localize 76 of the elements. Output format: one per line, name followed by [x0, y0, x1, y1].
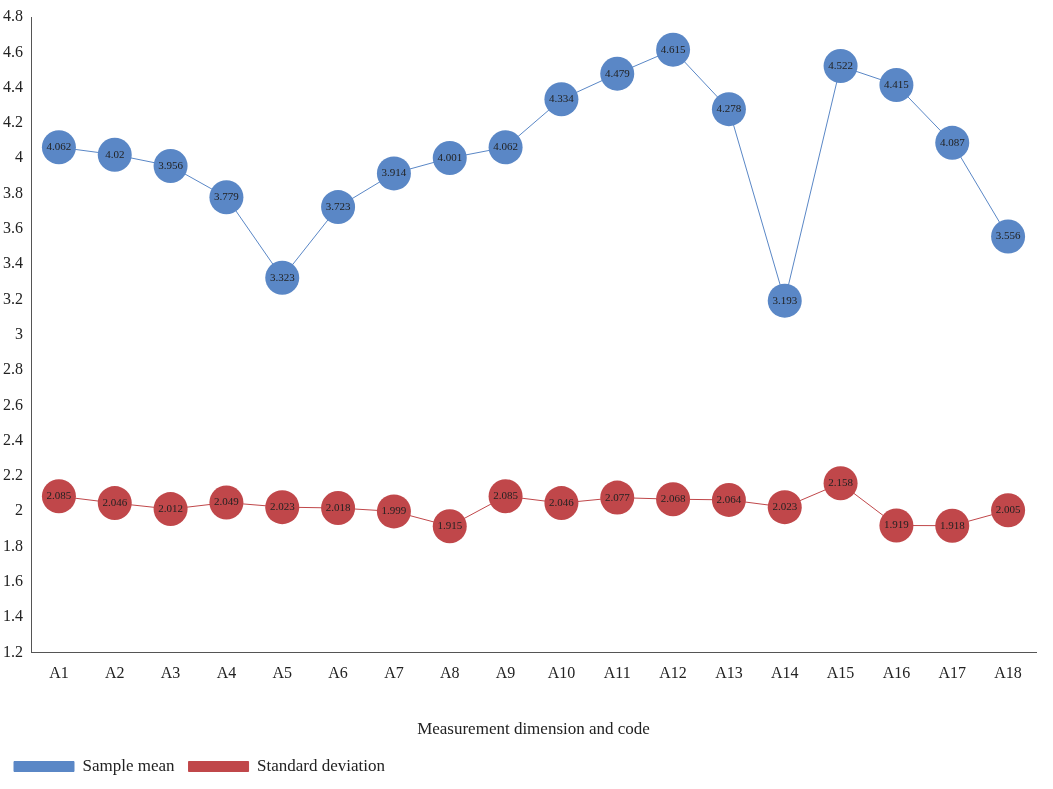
x-tick-label: A12 [659, 664, 687, 682]
data-label: 4.479 [604, 66, 631, 79]
data-label: 1.918 [939, 518, 966, 531]
data-label: 2.068 [660, 492, 686, 505]
x-tick-label: A9 [495, 664, 516, 682]
data-label: 4.522 [828, 58, 853, 71]
data-label: 4.087 [939, 135, 966, 148]
x-tick-label: A1 [49, 664, 69, 682]
x-tick-label: A14 [770, 664, 799, 682]
data-label: 2.023 [269, 500, 296, 513]
x-tick-label: A10 [547, 664, 576, 682]
data-label: 2.046 [102, 495, 128, 508]
data-label: 2.012 [158, 501, 183, 514]
x-tick-label: A18 [994, 664, 1022, 682]
y-tick-label: 2.2 [3, 466, 23, 484]
y-tick-label: 4.8 [3, 7, 23, 25]
data-label: 3.723 [325, 199, 351, 212]
data-label: 3.779 [214, 190, 240, 203]
data-label: 2.085 [493, 489, 519, 502]
x-tick-label: A16 [882, 664, 911, 682]
x-tick-label: A15 [826, 664, 855, 682]
data-label: 4.02 [105, 147, 125, 160]
legend-label: Standard deviation [257, 755, 386, 775]
x-tick-label: A4 [216, 664, 237, 682]
data-label: 3.193 [772, 293, 798, 306]
data-label: 1.999 [381, 504, 407, 517]
data-label: 3.914 [381, 166, 407, 179]
y-tick-label: 1.8 [3, 536, 23, 554]
legend-label: Sample mean [82, 755, 176, 775]
y-tick-label: 4 [15, 148, 23, 166]
data-label: 2.158 [828, 476, 854, 489]
data-label: 3.956 [158, 158, 184, 171]
y-tick-label: 1.4 [3, 607, 23, 625]
y-tick-label: 3.6 [3, 219, 23, 236]
data-label: 2.005 [995, 503, 1021, 516]
data-label: 2.077 [604, 490, 631, 503]
x-tick-label: A13 [715, 664, 743, 682]
x-axis-title: Measurement dimension and code [417, 719, 650, 739]
y-tick-label: 3.8 [3, 183, 23, 201]
data-label: 1.915 [437, 519, 463, 532]
y-tick-label: 3.2 [3, 289, 23, 307]
data-label: 2.018 [325, 500, 351, 513]
data-label: 1.919 [884, 518, 910, 531]
y-tick-label: 2.8 [3, 360, 23, 378]
y-tick-label: 2 [15, 501, 23, 519]
data-label: 4.615 [660, 42, 686, 55]
y-tick-label: 3.4 [3, 254, 23, 272]
data-label: 4.001 [437, 150, 463, 163]
data-label: 4.334 [549, 92, 575, 105]
y-tick-label: 1.2 [3, 642, 23, 660]
data-label: 2.023 [772, 500, 798, 513]
data-label: 3.556 [995, 229, 1021, 242]
y-tick-label: 4.4 [3, 77, 23, 95]
data-label: 4.278 [716, 102, 742, 115]
data-label: 4.062 [46, 140, 72, 153]
x-tick-label: A2 [104, 664, 125, 682]
x-tick-label: A8 [439, 664, 460, 682]
y-tick-label: 2.4 [3, 430, 23, 448]
data-label: 2.064 [716, 492, 742, 505]
x-tick-label: A7 [384, 664, 404, 682]
x-tick-label: A11 [603, 664, 631, 682]
data-label: 4.415 [884, 77, 910, 90]
x-tick-label: A17 [938, 664, 967, 682]
data-label: 4.062 [493, 140, 518, 153]
data-label: 3.323 [269, 270, 296, 283]
x-tick-label: A3 [160, 664, 181, 682]
y-tick-label: 4.6 [3, 42, 23, 60]
y-tick-label: 3 [15, 324, 23, 342]
data-label: 2.049 [214, 495, 240, 508]
data-label: 2.085 [46, 489, 72, 502]
data-label: 2.046 [549, 495, 575, 508]
y-tick-label: 1.6 [3, 572, 23, 589]
x-tick-label: A5 [272, 664, 293, 682]
y-tick-label: 4.2 [3, 113, 23, 131]
x-tick-label: A6 [328, 664, 348, 682]
y-tick-label: 2.6 [3, 395, 23, 413]
